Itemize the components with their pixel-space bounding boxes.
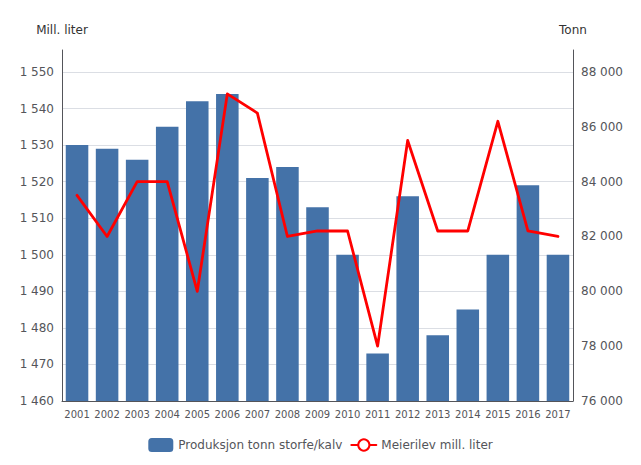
svg-text:2004: 2004: [154, 409, 179, 420]
svg-text:1 530: 1 530: [20, 138, 54, 152]
svg-text:2002: 2002: [94, 409, 119, 420]
svg-text:Tonn: Tonn: [558, 23, 587, 37]
svg-text:2003: 2003: [124, 409, 149, 420]
svg-text:2017: 2017: [545, 409, 570, 420]
svg-text:2001: 2001: [64, 409, 89, 420]
svg-text:78 000: 78 000: [581, 339, 623, 353]
svg-text:88 000: 88 000: [581, 65, 623, 79]
svg-text:82 000: 82 000: [581, 229, 623, 243]
svg-text:1 500: 1 500: [20, 248, 54, 262]
svg-text:2013: 2013: [425, 409, 450, 420]
svg-text:Mill. liter: Mill. liter: [36, 23, 88, 37]
svg-text:Produksjon tonn storfe/kalv: Produksjon tonn storfe/kalv: [178, 438, 342, 452]
svg-text:84 000: 84 000: [581, 175, 623, 189]
svg-text:1 510: 1 510: [20, 211, 54, 225]
svg-text:1 550: 1 550: [20, 65, 54, 79]
svg-text:86 000: 86 000: [581, 120, 623, 134]
svg-text:1 480: 1 480: [20, 321, 54, 335]
svg-text:1 470: 1 470: [20, 357, 54, 371]
svg-text:2007: 2007: [245, 409, 270, 420]
svg-text:2006: 2006: [215, 409, 240, 420]
svg-text:2009: 2009: [305, 409, 330, 420]
svg-text:2010: 2010: [335, 409, 360, 420]
svg-text:2014: 2014: [455, 409, 480, 420]
svg-text:76 000: 76 000: [581, 394, 623, 408]
svg-text:2016: 2016: [515, 409, 540, 420]
svg-text:80 000: 80 000: [581, 284, 623, 298]
svg-text:1 540: 1 540: [20, 102, 54, 116]
svg-text:1 490: 1 490: [20, 284, 54, 298]
svg-text:2012: 2012: [395, 409, 420, 420]
svg-text:2011: 2011: [365, 409, 390, 420]
svg-text:2015: 2015: [485, 409, 510, 420]
svg-text:1 520: 1 520: [20, 175, 54, 189]
svg-text:1 460: 1 460: [20, 394, 54, 408]
svg-text:2008: 2008: [275, 409, 300, 420]
svg-text:2005: 2005: [185, 409, 210, 420]
svg-text:Meierilev mill. liter: Meierilev mill. liter: [381, 438, 492, 452]
